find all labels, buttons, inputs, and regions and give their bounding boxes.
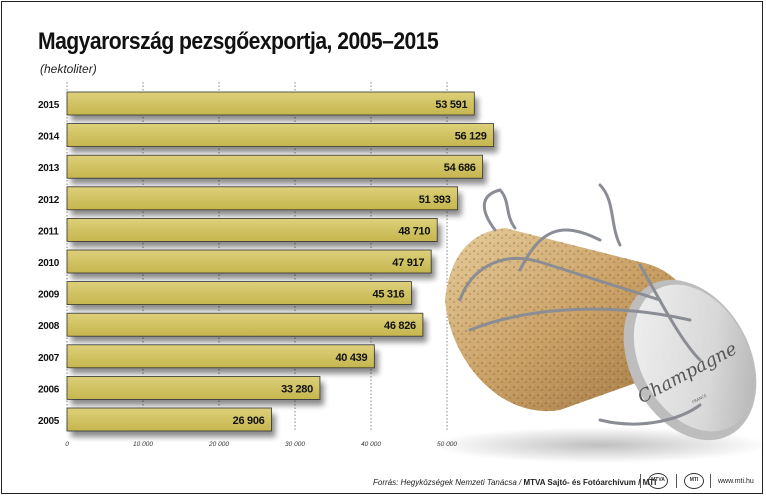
bar-2009 bbox=[66, 281, 412, 306]
value-label: 47 917 bbox=[392, 257, 424, 269]
source-credit: Forrás: Hegyközségek Nemzeti Tanácsa / M… bbox=[373, 478, 656, 487]
value-label: 48 710 bbox=[398, 225, 430, 237]
bar-2006 bbox=[66, 375, 321, 400]
value-label: 33 280 bbox=[281, 383, 313, 395]
category-label: 2014 bbox=[38, 132, 60, 143]
category-label: 2009 bbox=[38, 290, 60, 301]
x-tick-label: 30 000 bbox=[285, 441, 305, 448]
category-label: 2015 bbox=[38, 100, 60, 111]
bars bbox=[66, 91, 494, 432]
value-label: 51 393 bbox=[419, 194, 451, 206]
wire-cage bbox=[458, 183, 702, 426]
category-label: 2011 bbox=[38, 226, 59, 237]
bar-2011 bbox=[66, 217, 438, 242]
value-label: 56 129 bbox=[455, 131, 487, 143]
champagne-cork-image: Champagne FRANCE bbox=[430, 183, 766, 463]
x-tick-label: 40 000 bbox=[361, 441, 381, 448]
value-label: 40 439 bbox=[335, 352, 367, 364]
bar-2015 bbox=[66, 91, 475, 116]
value-label: 26 906 bbox=[233, 415, 265, 427]
mtva-logo: MTVA bbox=[648, 473, 668, 489]
value-label: 46 826 bbox=[384, 320, 416, 332]
bar-2008 bbox=[66, 312, 424, 337]
category-label: 2010 bbox=[38, 258, 60, 269]
x-tick-label: 10 000 bbox=[133, 441, 153, 448]
category-label: 2012 bbox=[38, 195, 60, 206]
website-link[interactable]: www.mti.hu bbox=[718, 478, 754, 485]
value-label: 54 686 bbox=[444, 162, 476, 174]
footer-separator bbox=[676, 474, 677, 488]
x-tick-label: 0 bbox=[65, 441, 69, 448]
footer-separator bbox=[640, 474, 641, 488]
source-agency: MTVA Sajtó- és Fotóarchívum / MTI bbox=[523, 478, 657, 487]
footer-separator bbox=[710, 474, 711, 488]
cork-shadow bbox=[430, 427, 766, 463]
category-label: 2005 bbox=[38, 416, 60, 427]
chart-title: Magyarország pezsgőexportja, 2005–2015 bbox=[38, 28, 439, 55]
value-label: 45 316 bbox=[373, 289, 405, 301]
bar-2007 bbox=[66, 344, 375, 369]
chart-subtitle: (hektoliter) bbox=[40, 62, 97, 76]
bar-2014 bbox=[66, 123, 494, 147]
value-label: 53 591 bbox=[435, 99, 467, 111]
x-tick-label: 20 000 bbox=[208, 441, 229, 448]
category-label: 2008 bbox=[38, 321, 60, 332]
bar-2013 bbox=[66, 154, 484, 179]
mti-logo: MTI bbox=[684, 473, 704, 489]
bar-2010 bbox=[66, 249, 432, 274]
bar-2012 bbox=[66, 186, 458, 211]
bar-2005 bbox=[66, 407, 272, 432]
cork-cap: Champagne FRANCE bbox=[623, 279, 757, 441]
category-label: 2007 bbox=[38, 353, 60, 364]
category-label: 2006 bbox=[38, 384, 60, 395]
category-label: 2013 bbox=[38, 163, 60, 174]
source-text: Forrás: Hegyközségek Nemzeti Tanácsa / bbox=[373, 478, 524, 487]
